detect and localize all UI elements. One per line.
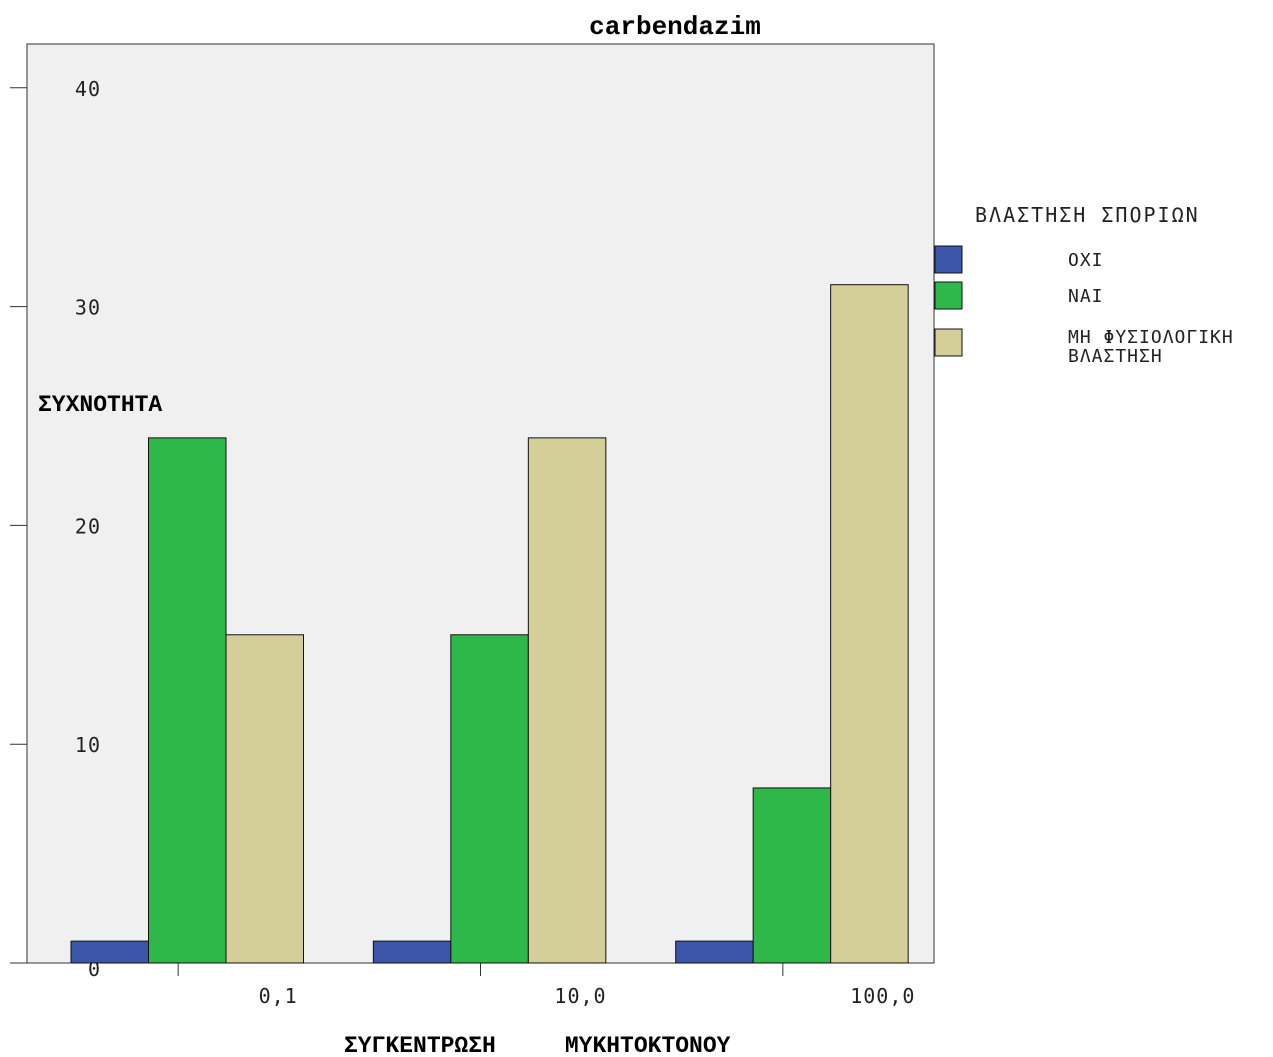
bar xyxy=(830,284,909,964)
bar xyxy=(225,634,304,964)
y-tick-label: 10 xyxy=(75,733,101,757)
y-tick-label: 30 xyxy=(75,296,101,320)
legend: ΒΛΑΣΤΗΣΗ ΣΠΟΡΙΩΝ ΟΧΙ ΝΑΙ ΜΗ ΦΥΣΙΟΛΟΓΙΚΗ ΒΛΑ… xyxy=(934,203,1234,367)
bar xyxy=(372,940,452,964)
bar xyxy=(148,437,227,964)
bar xyxy=(675,940,754,964)
x-tick-label: 100,0 xyxy=(850,984,915,1008)
legend-swatch xyxy=(934,245,963,274)
legend-label: ΟΧΙ xyxy=(1068,250,1104,271)
x-tick-label: 10,0 xyxy=(554,984,606,1008)
x-axis-title: ΣΥΓΚΕΝΤΡΩΣΗ ΜΥΚΗΤΟΚΤΟΝΟΥ xyxy=(344,1033,731,1057)
y-tick-label: 20 xyxy=(75,514,101,538)
y-axis-title: ΣΥΧΝΟΤΗΤΑ xyxy=(38,392,162,418)
chart-title: carbendazim xyxy=(589,12,761,42)
legend-title: ΒΛΑΣΤΗΣΗ ΣΠΟΡΙΩΝ xyxy=(975,203,1200,227)
legend-swatch xyxy=(934,328,963,357)
legend-label: ΜΗ ΦΥΣΙΟΛΟΓΙΚΗ ΒΛΑΣΤΗΣΗ xyxy=(1068,327,1234,367)
y-tick-label: 40 xyxy=(75,77,101,101)
bar xyxy=(527,437,607,964)
legend-swatch xyxy=(934,281,963,310)
bar xyxy=(450,634,529,964)
x-tick-label: 0,1 xyxy=(259,984,298,1008)
bar xyxy=(752,787,832,964)
x-axis: 0,1 10,0 100,0 xyxy=(177,963,915,1008)
bars xyxy=(70,284,909,964)
bar xyxy=(70,940,149,964)
legend-label: ΝΑΙ xyxy=(1068,286,1104,307)
